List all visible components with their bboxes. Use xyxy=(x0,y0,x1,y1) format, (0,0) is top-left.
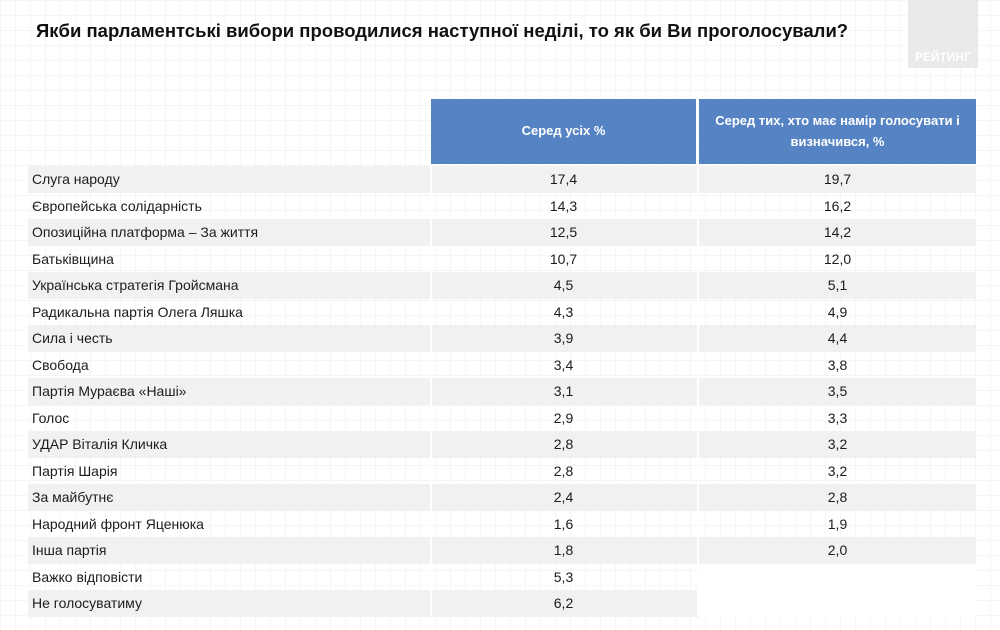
value-all-cell: 1,6 xyxy=(553,515,574,532)
value-all-cell: 3,9 xyxy=(553,330,574,346)
value-all-cell: 6,2 xyxy=(553,595,574,611)
value-all-cell: 4,3 xyxy=(553,303,574,320)
value-all-cell: 5,3 xyxy=(553,568,574,585)
party-name-cell: Важко відповісти xyxy=(32,568,143,585)
party-name-cell: Інша партія xyxy=(32,542,107,558)
table-row: Радикальна партія Олега Ляшка 4,3 4,9 xyxy=(28,299,976,326)
value-decided-cell: 2,0 xyxy=(827,542,848,558)
party-name-cell: За майбутнє xyxy=(32,489,114,505)
value-decided-cell: 3,5 xyxy=(827,383,848,399)
value-all-cell: 4,5 xyxy=(553,277,574,293)
value-all-cell: 2,9 xyxy=(553,409,574,426)
value-all-cell: 3,4 xyxy=(553,356,574,373)
party-name-cell: Свобода xyxy=(32,356,89,373)
table-row: Сила і честь 3,9 4,4 xyxy=(28,325,976,352)
value-all-cell: 2,4 xyxy=(553,489,574,505)
table-row: Важко відповісти 5,3 xyxy=(28,563,976,590)
table-row: Інша партія 1,8 2,0 xyxy=(28,537,976,564)
party-name-cell: Не голосуватиму xyxy=(32,595,142,611)
table-row: УДАР Віталія Кличка 2,8 3,2 xyxy=(28,431,976,458)
table-row: Опозиційна платформа – За життя 12,5 14,2 xyxy=(28,219,976,246)
table-row: Свобода 3,4 3,8 xyxy=(28,352,976,379)
value-decided-cell: 5,1 xyxy=(827,277,848,293)
party-name-cell: Слуга народу xyxy=(32,171,120,187)
party-name-cell: Радикальна партія Олега Ляшка xyxy=(32,303,243,320)
value-decided-cell: 19,7 xyxy=(823,171,852,187)
table-row: Партія Мураєва «Наші» 3,1 3,5 xyxy=(28,378,976,405)
value-decided-cell: 3,3 xyxy=(827,409,848,426)
column-header-all: Серед усіх % xyxy=(431,99,696,164)
party-name-cell: Опозиційна платформа – За життя xyxy=(32,224,259,240)
value-all-cell: 1,8 xyxy=(553,542,574,558)
party-name-cell: Сила і честь xyxy=(32,330,113,346)
table-row: Партія Шарія 2,8 3,2 xyxy=(28,458,976,485)
party-name-cell: Голос xyxy=(32,409,70,426)
table-row: Голос 2,9 3,3 xyxy=(28,405,976,432)
value-decided-cell: 4,4 xyxy=(827,330,848,346)
value-all-cell: 17,4 xyxy=(549,171,578,187)
value-decided-cell: 3,8 xyxy=(827,356,848,373)
page-title: Якби парламентські вибори проводилися на… xyxy=(36,20,849,41)
value-decided-cell: 16,2 xyxy=(823,197,852,214)
value-decided-cell: 3,2 xyxy=(827,436,848,452)
table-row: Європейська солідарність 14,3 16,2 xyxy=(28,193,976,220)
table-row: Слуга народу 17,4 19,7 xyxy=(28,166,976,193)
rating-logo: РЕЙТИНГ xyxy=(908,0,978,68)
table-row: Батьківщина 10,7 12,0 xyxy=(28,246,976,273)
column-separator xyxy=(697,164,699,616)
column-separator xyxy=(430,164,432,616)
party-name-cell: Партія Мураєва «Наші» xyxy=(32,383,187,399)
value-decided-cell: 1,9 xyxy=(827,515,848,532)
value-all-cell: 3,1 xyxy=(553,383,574,399)
table-row: За майбутнє 2,4 2,8 xyxy=(28,484,976,511)
party-name-cell: Батьківщина xyxy=(32,250,114,267)
value-decided-cell xyxy=(699,563,976,590)
value-decided-cell xyxy=(699,590,976,617)
party-name-cell: УДАР Віталія Кличка xyxy=(32,436,168,452)
value-all-cell: 10,7 xyxy=(549,250,578,267)
party-name-cell: Партія Шарія xyxy=(32,462,118,479)
party-name-cell: Українська стратегія Гройсмана xyxy=(32,277,239,293)
value-all-cell: 12,5 xyxy=(549,224,578,240)
results-table: Слуга народу 17,4 19,7 Європейська солідарн… xyxy=(28,166,976,617)
party-name-cell: Європейська солідарність xyxy=(32,197,202,214)
value-all-cell: 2,8 xyxy=(553,436,574,452)
party-name-cell: Народний фронт Яценюка xyxy=(32,515,204,532)
logo-text: РЕЙТИНГ xyxy=(915,52,971,64)
table-row: Народний фронт Яценюка 1,6 1,9 xyxy=(28,511,976,538)
table-row: Українська стратегія Гройсмана 4,5 5,1 xyxy=(28,272,976,299)
value-decided-cell: 2,8 xyxy=(827,489,848,505)
table-row: Не голосуватиму 6,2 xyxy=(28,590,976,617)
value-decided-cell: 14,2 xyxy=(823,224,852,240)
column-header-decided: Серед тих, хто має намір голосувати і ви… xyxy=(699,99,976,164)
value-all-cell: 2,8 xyxy=(553,462,574,479)
value-decided-cell: 12,0 xyxy=(823,250,852,267)
value-decided-cell: 4,9 xyxy=(827,303,848,320)
value-all-cell: 14,3 xyxy=(549,197,578,214)
value-decided-cell: 3,2 xyxy=(827,462,848,479)
